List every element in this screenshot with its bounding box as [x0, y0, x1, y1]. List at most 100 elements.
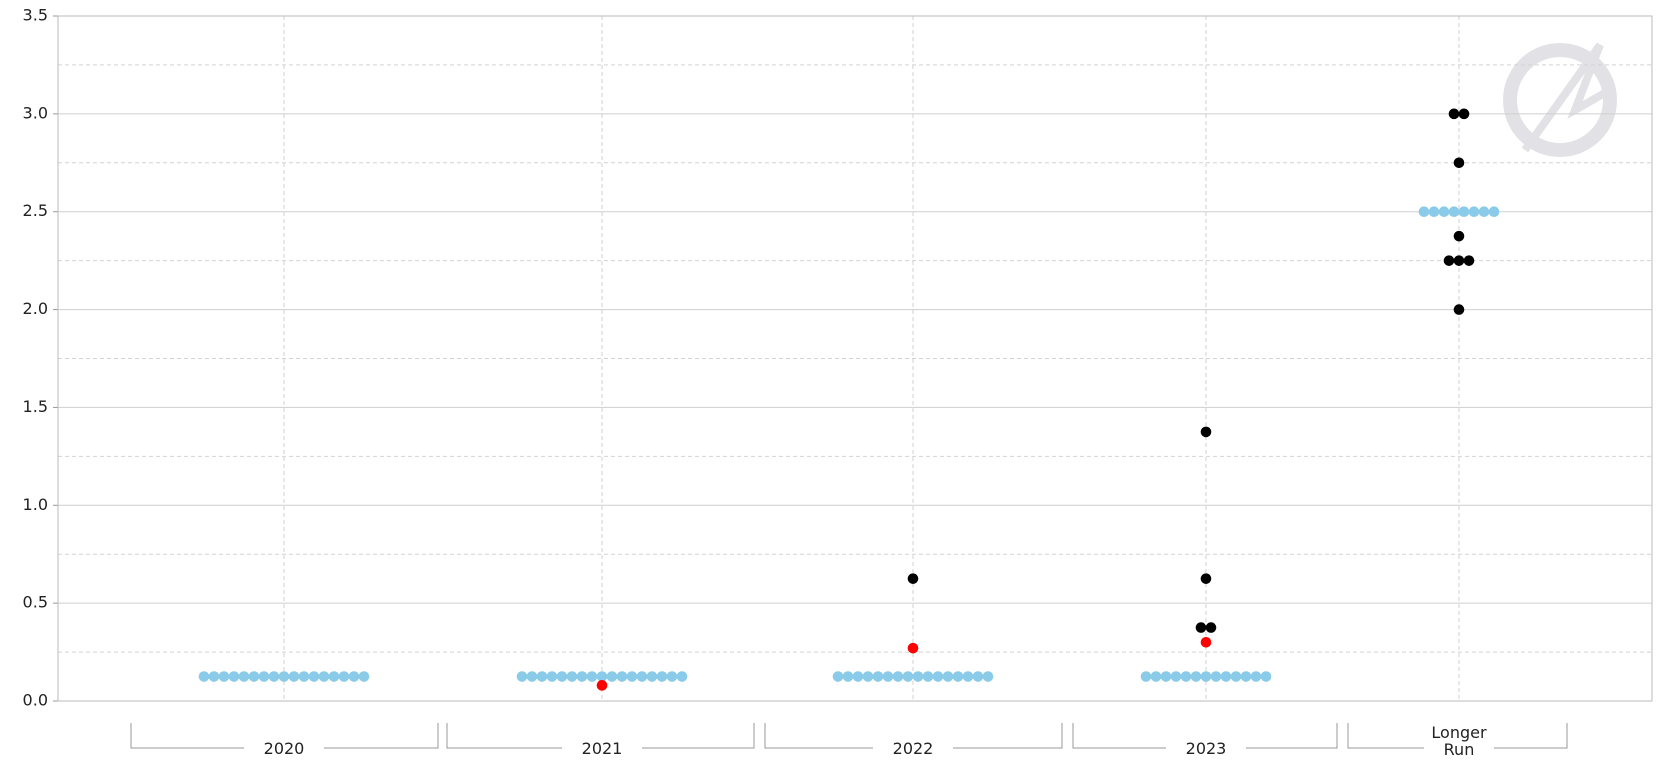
dot	[298, 671, 310, 682]
dot	[1230, 671, 1242, 682]
dot	[546, 671, 558, 682]
dot	[516, 671, 528, 682]
dot	[972, 671, 984, 682]
dot	[1448, 108, 1460, 120]
dot	[1453, 230, 1465, 242]
dot	[576, 671, 588, 682]
dot	[1458, 206, 1470, 218]
dot	[882, 671, 894, 682]
dot	[1438, 206, 1450, 218]
dot	[1488, 206, 1500, 218]
dot	[288, 671, 300, 682]
dot	[1453, 157, 1465, 169]
dot	[1453, 304, 1465, 315]
dot	[842, 671, 854, 682]
dot	[907, 642, 919, 654]
dot	[1260, 671, 1272, 682]
dot	[832, 671, 844, 682]
dot	[248, 671, 260, 682]
x-tick-label: Longer Run	[1424, 724, 1494, 758]
x-tick-label: 2021	[562, 740, 642, 757]
dot	[258, 671, 270, 682]
dot	[198, 671, 210, 682]
dot	[962, 671, 974, 682]
dot	[208, 671, 220, 682]
dot	[912, 671, 924, 682]
dot	[646, 671, 658, 682]
dot	[1463, 255, 1475, 266]
dot	[308, 671, 320, 682]
dot	[586, 671, 598, 682]
x-tick-label: 2023	[1166, 740, 1246, 757]
dot	[942, 671, 954, 682]
dot	[952, 671, 964, 682]
dot	[636, 671, 648, 682]
dot	[1150, 671, 1162, 682]
dot	[596, 680, 608, 691]
dot	[656, 671, 668, 682]
dot	[566, 671, 578, 682]
y-tick-label: 1.0	[23, 495, 48, 514]
dot	[1478, 206, 1490, 218]
dot	[1448, 206, 1460, 218]
dot	[852, 671, 864, 682]
dot	[358, 671, 370, 682]
y-tick-label: 3.5	[23, 6, 48, 25]
dot	[1220, 671, 1232, 682]
dot	[907, 573, 919, 584]
dot	[596, 671, 608, 682]
dot	[1468, 206, 1480, 218]
dot	[1200, 573, 1212, 584]
dot	[1200, 426, 1212, 438]
y-tick-label: 2.5	[23, 201, 48, 220]
x-tick-label: 2020	[244, 740, 324, 757]
dot	[1458, 108, 1470, 120]
dot	[862, 671, 874, 682]
dot	[676, 671, 688, 682]
dot	[318, 671, 330, 682]
dot	[1200, 636, 1212, 648]
y-tick-label: 0.5	[23, 593, 48, 612]
dot	[932, 671, 944, 682]
dot	[1240, 671, 1252, 682]
dot	[526, 671, 538, 682]
dot	[218, 671, 230, 682]
dot	[1210, 671, 1222, 682]
watermark	[1503, 42, 1617, 157]
dot	[1418, 206, 1430, 218]
dot	[982, 671, 994, 682]
dot	[1160, 671, 1172, 682]
dot	[1195, 622, 1207, 633]
dot	[1200, 671, 1212, 682]
dot	[606, 671, 618, 682]
dot	[268, 671, 280, 682]
dot	[278, 671, 290, 682]
dot	[922, 671, 934, 682]
dot	[1190, 671, 1202, 682]
dot	[902, 671, 914, 682]
dot	[1205, 622, 1217, 633]
x-tick-label: 2022	[873, 740, 953, 757]
dot	[238, 671, 250, 682]
dot	[1140, 671, 1152, 682]
dot	[228, 671, 240, 682]
dot	[666, 671, 678, 682]
plot-frame	[57, 15, 1653, 702]
dot	[328, 671, 340, 682]
dot	[1170, 671, 1182, 682]
dot	[1180, 671, 1192, 682]
dot	[1453, 255, 1465, 266]
y-tick-label: 1.5	[23, 397, 48, 416]
dot	[556, 671, 568, 682]
dot	[626, 671, 638, 682]
dot	[872, 671, 884, 682]
y-tick-label: 0.0	[23, 691, 48, 710]
dot	[1428, 206, 1440, 218]
dot	[348, 671, 360, 682]
dot	[1250, 671, 1262, 682]
dot	[616, 671, 628, 682]
y-tick-label: 3.0	[23, 103, 48, 122]
dot	[536, 671, 548, 682]
